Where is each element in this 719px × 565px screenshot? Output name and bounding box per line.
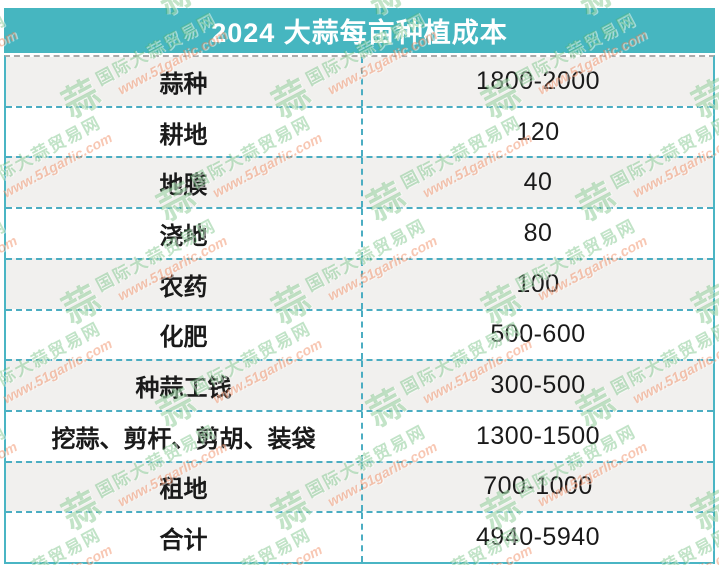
item-cell: 挖蒜、剪杆、剪胡、装袋 <box>6 411 364 461</box>
cost-cell: 700-1000 <box>483 472 593 501</box>
item-cell: 合计 <box>6 513 364 563</box>
table-row: 浇地 80 <box>6 207 713 258</box>
table-title-bar: 2024 大蒜每亩种植成本 <box>4 8 715 53</box>
item-cell: 耕地 <box>6 107 364 157</box>
table-row: 蒜种 1800-2000 <box>6 57 713 106</box>
table-row: 挖蒜、剪杆、剪胡、装袋 1300-1500 <box>6 409 713 461</box>
item-cell: 种蒜工钱 <box>6 361 364 410</box>
table-body: 蒜种 1800-2000 耕地 120 地膜 40 浇地 80 农药 100 化… <box>4 55 715 564</box>
cost-cell: 40 <box>523 168 553 197</box>
item-cell: 化肥 <box>6 310 364 360</box>
cost-cell: 100 <box>516 269 560 298</box>
cost-cell: 500-600 <box>490 320 586 349</box>
item-cell: 租地 <box>6 462 364 512</box>
cost-cell: 80 <box>523 218 553 247</box>
item-cell: 地膜 <box>6 158 364 208</box>
cost-cell: 120 <box>516 117 560 146</box>
item-cell: 蒜种 <box>6 57 364 106</box>
cost-table: 2024 大蒜每亩种植成本 蒜种 1800-2000 耕地 120 地膜 40 … <box>4 8 715 564</box>
cost-cell: 4940-5940 <box>475 523 601 552</box>
table-row: 合计 4940-5940 <box>6 511 713 563</box>
table-row: 租地 700-1000 <box>6 460 713 512</box>
table-row: 农药 100 <box>6 257 713 309</box>
table-row: 种蒜工钱 300-500 <box>6 359 713 410</box>
table-row: 耕地 120 <box>6 105 713 157</box>
item-cell: 浇地 <box>6 209 364 258</box>
table-row: 地膜 40 <box>6 156 713 208</box>
table-row: 化肥 500-600 <box>6 308 713 360</box>
cost-cell: 300-500 <box>490 371 586 400</box>
cost-cell: 1800-2000 <box>475 66 601 95</box>
item-cell: 农药 <box>6 259 364 309</box>
table-title: 2024 大蒜每亩种植成本 <box>211 18 508 48</box>
cost-cell: 1300-1500 <box>475 421 601 450</box>
